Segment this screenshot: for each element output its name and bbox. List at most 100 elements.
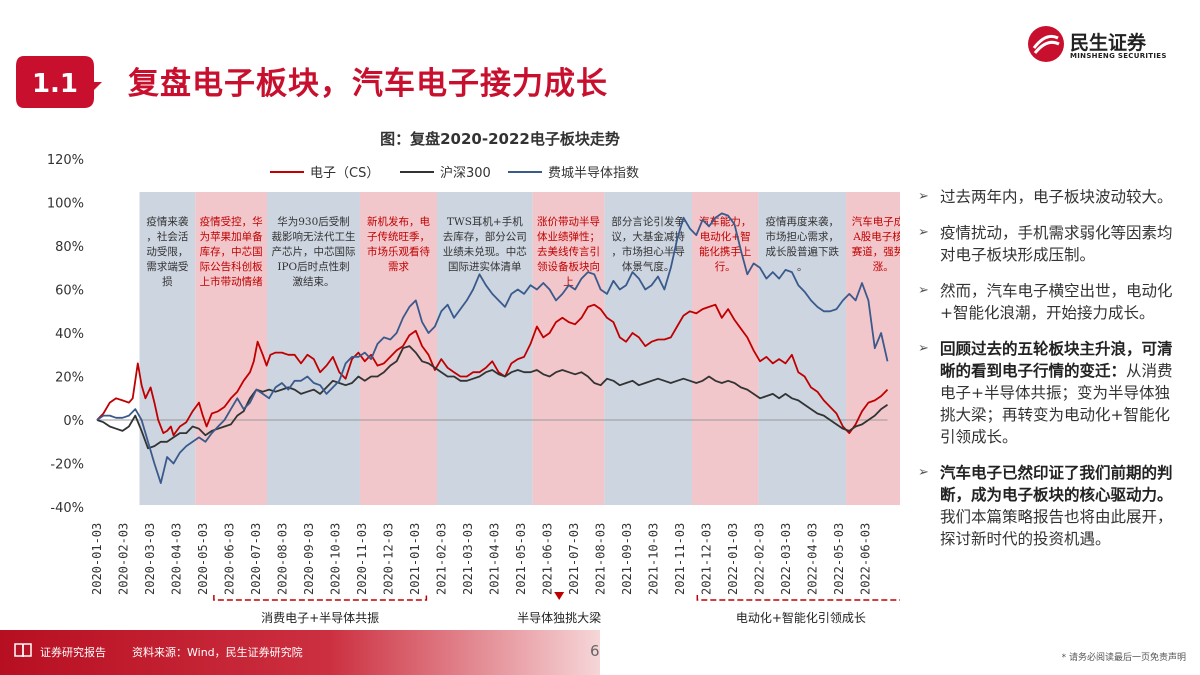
sector-trend-chart: 120% 100% 80% 60% 40% 20% 0% -20% -40% 2020-01-03…	[47, 153, 900, 625]
x-tick-label: 2020-11-03	[355, 523, 369, 595]
y-tick-label: 80%	[55, 240, 84, 255]
band-annotation: 业绩未兑现。中芯	[443, 245, 527, 258]
bullet-item: ➢ 过去两年内，电子板块波动较大。	[918, 186, 1180, 208]
brand-logo: 民生证券 MINSHENG SECURITIES	[1026, 24, 1186, 64]
report-label: 证券研究报告	[40, 646, 106, 659]
x-tick-label: 2021-05-03	[514, 523, 528, 595]
band-annotation: 行。	[715, 260, 736, 273]
bullet-text: 然而，汽车电子横空出世，电动化+智能化浪潮，开始接力成长。	[940, 282, 1173, 322]
band-annotation: 需求端受	[146, 260, 188, 273]
x-tick-label: 2021-02-03	[435, 523, 449, 595]
chart-title: 图：复盘2020-2022电子板块走势	[380, 130, 620, 148]
phase-arrow-icon	[554, 592, 565, 600]
band-annotation: 国际进实体清单	[448, 260, 522, 273]
band-annotation: ，市场担心半导	[611, 245, 685, 258]
band-annotation: A股电子核心	[852, 230, 900, 243]
band-annotation: 汽车电子成为	[852, 215, 900, 228]
bullet-list: ➢ 过去两年内，电子板块波动较大。 ➢ 疫情扰动，手机需求弱化等因素均对电子板块形成…	[918, 186, 1180, 564]
x-tick-label: 2020-02-03	[117, 523, 131, 595]
band-annotation: 汽车能力，	[699, 215, 752, 228]
band-annotation: 议，大基金减持	[611, 230, 685, 243]
x-tick-label: 2021-11-03	[673, 523, 687, 595]
x-tick-label: 2020-08-03	[276, 523, 290, 595]
x-tick-label: 2020-09-03	[302, 523, 316, 595]
bullet-bold-text: 汽车电子已然印证了我们前期的判断，成为电子板块的核心驱动力。	[940, 464, 1173, 504]
band-annotation: 产芯片，中芯国际	[271, 245, 355, 258]
x-tick-label: 2021-10-03	[647, 523, 661, 595]
x-tick-label: 2021-12-03	[700, 523, 714, 595]
bullet-item: ➢ 然而，汽车电子横空出世，电动化+智能化浪潮，开始接力成长。	[918, 280, 1180, 324]
logo-mark-icon	[1028, 26, 1064, 62]
x-tick-label: 2022-05-03	[832, 523, 846, 595]
band-annotation: 损	[162, 275, 173, 288]
y-tick-label: 60%	[55, 284, 84, 299]
x-tick-label: 2022-03-03	[779, 523, 793, 595]
bullet-item: ➢ 汽车电子已然印证了我们前期的判断，成为电子板块的核心驱动力。我们本篇策略报告也…	[918, 462, 1180, 550]
x-tick-label: 2021-08-03	[594, 523, 608, 595]
logo-cn: 民生证券	[1070, 32, 1147, 54]
bullet-text: 疫情扰动，手机需求弱化等因素均对电子板块形成压制。	[940, 224, 1173, 264]
x-tick-label: 2020-06-03	[223, 523, 237, 595]
band-annotation: 市场乐观看待	[367, 245, 430, 258]
arrow-bullet-icon: ➢	[918, 283, 929, 298]
band-annotation: ，社会活	[146, 230, 188, 243]
y-tick-label: 20%	[55, 371, 84, 386]
footer: 证券研究报告 资料来源：Wind，民生证券研究院 6 * 请务必阅读最后一页免责…	[0, 630, 1200, 675]
logo-en: MINSHENG SECURITIES	[1070, 52, 1167, 60]
bullet-item: ➢ 回顾过去的五轮板块主升浪，可清晰的看到电子行情的变迁：从消费电子+半导体共振；…	[918, 338, 1180, 448]
band-annotation: 市场担心需求，	[765, 230, 839, 243]
x-tick-label: 2021-04-03	[488, 523, 502, 595]
band-annotation: 库存，中芯国	[200, 245, 263, 258]
period-band	[691, 192, 759, 505]
x-tick-label: 2020-07-03	[249, 523, 263, 595]
band-annotation: 电动化+智	[700, 230, 751, 243]
band-annotation: 上	[563, 276, 574, 288]
bullet-bold-text: 回顾过去的五轮板块主升浪，可清晰的看到电子行情的变迁：	[940, 340, 1173, 380]
band-annotation: 疫情受控，华	[200, 215, 263, 228]
band-annotation: 成长股普遍下跌	[765, 245, 839, 258]
band-annotation: 涨价带动半导	[537, 215, 600, 228]
x-tick-label: 2022-06-03	[859, 523, 873, 595]
period-band	[758, 192, 847, 505]
band-annotation: IPO后时点性刺	[277, 260, 349, 273]
series-line	[96, 303, 889, 437]
y-tick-label: 120%	[47, 153, 84, 168]
y-tick-label: -20%	[50, 458, 84, 473]
band-annotation: 去库存，部分公司	[443, 230, 527, 243]
arrow-bullet-icon: ➢	[918, 189, 929, 204]
book-icon	[14, 643, 32, 658]
band-annotation: 领设备板块向	[537, 260, 600, 273]
phase-label: 半导体独挑大梁	[517, 610, 601, 625]
band-annotation: 能化携手上	[699, 245, 752, 258]
band-annotation: 涨。	[873, 261, 894, 273]
band-annotation: TWS耳机+手机	[447, 215, 523, 228]
section-badge: 1.1	[16, 56, 102, 108]
arrow-bullet-icon: ➢	[918, 341, 929, 356]
band-annotation: 体景气度。	[622, 260, 675, 273]
series-line	[96, 345, 889, 450]
period-band	[266, 192, 360, 505]
bullet-text: 我们本篇策略报告也将由此展开，探讨新时代的投资机遇。	[940, 508, 1173, 548]
band-annotation: 动受限，	[146, 246, 188, 258]
x-tick-label: 2020-03-03	[143, 523, 157, 595]
x-tick-label: 2020-05-03	[196, 523, 210, 595]
phase-label: 消费电子+半导体共振	[261, 611, 379, 625]
x-tick-label: 2021-06-03	[541, 523, 555, 595]
series-line	[96, 212, 889, 484]
band-annotation: 上市带动情绪	[200, 275, 263, 288]
band-annotation: 赛道，强势上	[852, 245, 900, 258]
phase-bracket	[696, 595, 900, 601]
band-annotation: 疫情来袭	[146, 215, 188, 228]
period-band	[532, 192, 605, 505]
band-annotation: 去美线传言引	[537, 245, 600, 258]
legend-label: 沪深300	[440, 165, 491, 181]
band-annotation: 需求	[388, 261, 409, 273]
y-tick-label: 100%	[47, 197, 84, 212]
band-annotation: 部分言论引发争	[611, 215, 685, 228]
period-band	[604, 192, 692, 505]
disclaimer-link[interactable]: * 请务必阅读最后一页免责声明	[1061, 653, 1186, 663]
x-tick-label: 2022-02-03	[753, 523, 767, 595]
band-annotation: 际公告科创板	[200, 260, 263, 273]
data-source: 资料来源：Wind，民生证券研究院	[132, 646, 303, 659]
arrow-bullet-icon: ➢	[918, 465, 929, 480]
